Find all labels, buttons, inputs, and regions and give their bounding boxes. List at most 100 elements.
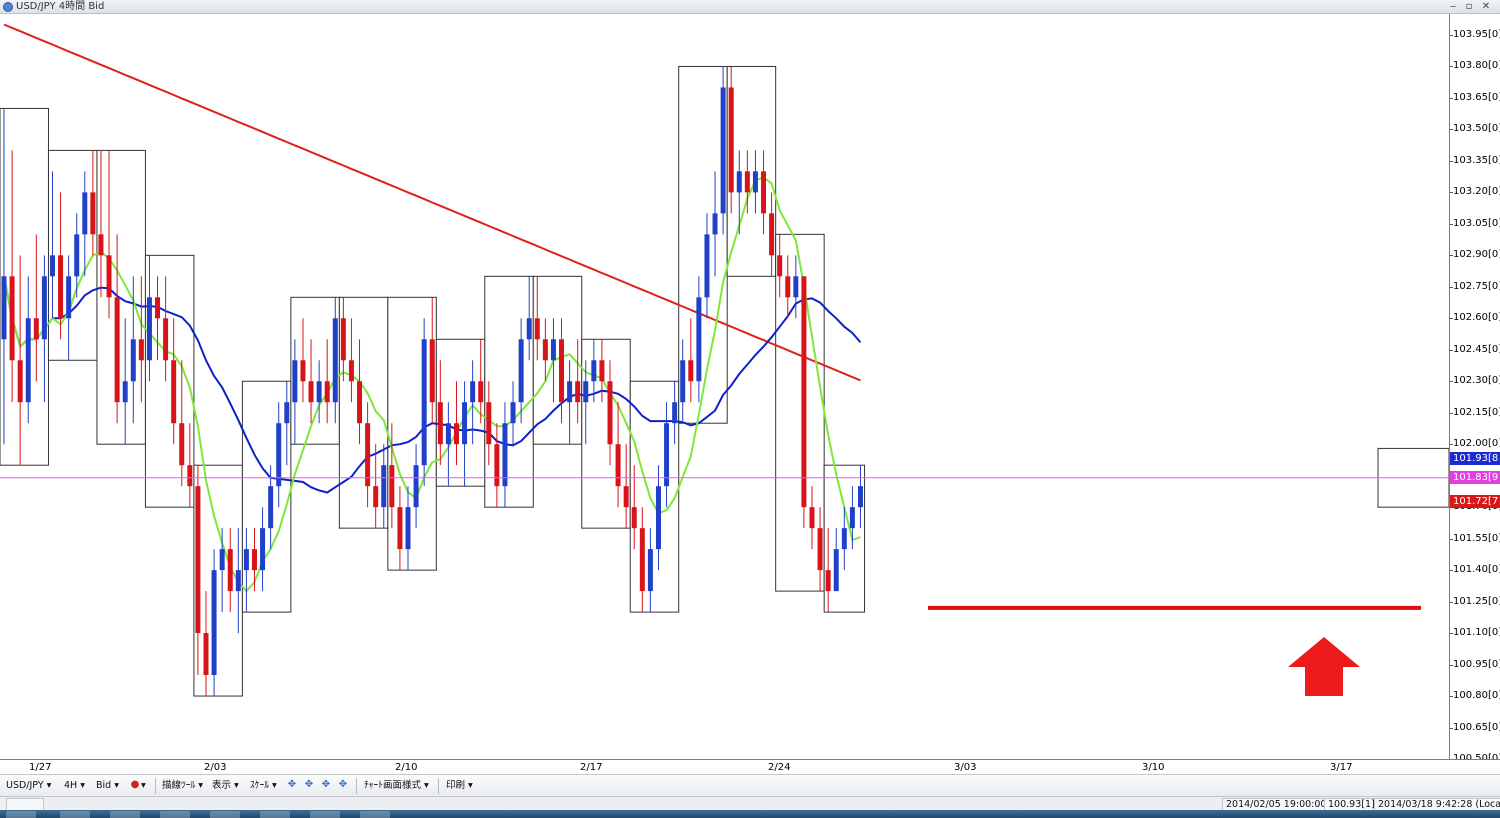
start-button[interactable] [6,811,36,818]
price-tick-mark [1450,192,1453,194]
taskbar-item[interactable] [110,811,140,818]
candle-body [470,381,476,403]
candle-body [235,570,241,592]
candle-body [486,402,492,445]
candle-body [639,528,645,592]
symbol-dropdown[interactable]: USD/JPY ▾ [6,780,52,791]
candle-body [219,549,225,571]
candle-body [785,276,791,298]
price-tick-mark [1450,223,1453,225]
zoom-out-vertical-icon[interactable]: ✥ [338,779,348,790]
print-menu[interactable]: 印刷 ▾ [446,780,473,791]
price-tick-label: 103.65[0] [1453,91,1500,103]
candle-body [672,402,678,424]
candle-body [243,549,249,571]
candle-body [276,423,282,487]
price-tick-label: 103.50[0] [1453,123,1500,135]
candle-body [122,381,128,403]
zoom-in-horizontal-icon[interactable]: ✥ [287,779,297,790]
daily-range-box [338,296,389,529]
date-tick-label: 2/10 [395,762,418,773]
close-button[interactable]: ✕ [1481,1,1491,12]
date-tick-label: 3/10 [1142,762,1165,773]
price-tick-mark [1450,286,1453,288]
candle-body [90,192,96,235]
taskbar-item[interactable] [310,811,340,818]
candle-body [655,486,661,550]
up-arrow-icon[interactable] [1288,637,1360,696]
candle-body [389,465,395,508]
price-tick-label: 100.95[0] [1453,658,1500,670]
taskbar-item[interactable] [210,811,240,818]
price-tick-mark [1450,538,1453,540]
display-menu[interactable]: 表示 ▾ [212,780,239,791]
zoom-out-horizontal-icon[interactable]: ✥ [304,779,314,790]
daily-range-box [581,338,631,529]
price-tick-label: 100.65[0] [1453,721,1500,733]
color-dropdown-arrow[interactable]: ▾ [141,780,146,791]
price-tick-mark [1450,318,1453,320]
candle-body [688,360,694,382]
drawing-tools-menu[interactable]: 描線ﾂｰﾙ ▾ [162,780,204,791]
candle-body [155,297,161,319]
candle-body [526,318,532,340]
taskbar-item[interactable] [360,811,390,818]
price-tick-mark [1450,412,1453,414]
candle-body [397,507,403,550]
maximize-button[interactable]: ▫ [1465,1,1473,12]
candle-body [195,486,201,634]
scale-menu[interactable]: ｽｹｰﾙ ▾ [250,780,277,791]
chart-style-menu[interactable]: ﾁｬｰﾄ画面様式 ▾ [364,780,429,791]
candle-body [817,528,823,571]
daily-range-box [775,233,825,592]
candle-body [510,402,516,424]
color-drop-icon[interactable]: ● [130,779,140,790]
price-tick-label: 103.20[0] [1453,186,1500,198]
os-taskbar [0,810,1500,818]
drawing-tools-label: 描線ﾂｰﾙ [162,780,196,791]
zoom-in-vertical-icon[interactable]: ✥ [321,779,331,790]
timeframe-dropdown[interactable]: 4H ▾ [64,780,85,791]
daily-range-box [387,296,437,571]
daily-range-box [0,107,49,466]
candle-body [227,549,233,592]
candle-body [138,339,144,361]
candle-body [453,423,459,445]
candle-body [801,276,807,508]
candle-body [793,276,799,298]
price-tick-mark [1450,160,1453,162]
candle-body [66,276,72,319]
candle-body [405,507,411,550]
price-tick-label: 102.45[0] [1453,343,1500,355]
candle-body [559,339,565,403]
daily-range-box [96,149,146,445]
date-tick-label: 1/27 [29,762,52,773]
timeframe-label: 4H [64,780,78,791]
candle-body [348,360,354,382]
price-chart[interactable] [0,14,1449,759]
minimize-button[interactable]: ‒ [1449,1,1457,12]
candle-body [664,423,670,487]
candle-body [736,171,742,193]
taskbar-item[interactable] [260,811,290,818]
price-tick-label: 102.90[0] [1453,249,1500,261]
price-tick-label: 100.50[0] [1453,753,1500,765]
price-tick-mark [1450,570,1453,572]
side-dropdown[interactable]: Bid ▾ [96,780,119,791]
candle-body [308,381,314,403]
candle-body [567,381,573,403]
taskbar-item[interactable] [60,811,90,818]
candle-body [534,318,540,340]
taskbar-item[interactable] [160,811,190,818]
candle-body [332,318,338,403]
candle-body [704,234,710,298]
candle-body [849,507,855,529]
candle-body [203,633,209,676]
candle-body [728,87,734,193]
display-label: 表示 [212,780,232,791]
annotations [0,477,1449,696]
candle-body [179,423,185,466]
candle-body [761,171,767,214]
candle-body [130,339,136,382]
toolbar-separator [356,778,357,794]
